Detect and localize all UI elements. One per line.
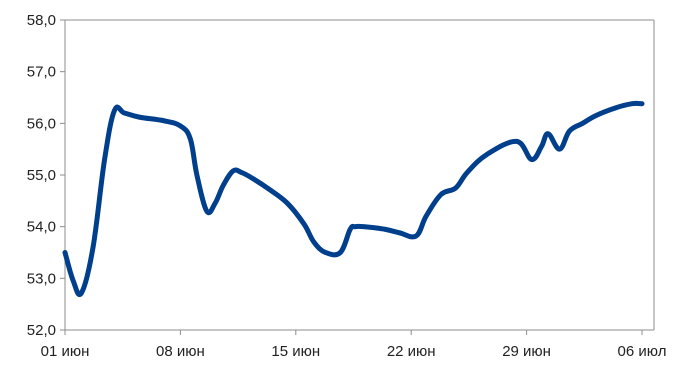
chart-axes [60, 19, 655, 335]
x-tick-label: 08 июн [156, 343, 205, 360]
x-tick-label: 01 июн [41, 343, 90, 360]
y-tick-label: 55,0 [27, 167, 56, 184]
y-tick-label: 58,0 [27, 12, 56, 29]
y-tick-label: 52,0 [27, 322, 56, 339]
x-axis-labels: 01 июн 08 июн 15 июн 22 июн 29 июн 06 июл [41, 343, 667, 360]
series-line-0 [62, 100, 645, 298]
x-tick-label: 22 июн [387, 343, 436, 360]
x-tick-label: 06 июл [618, 343, 667, 360]
y-axis-labels: 52,0 53,0 54,0 55,0 56,0 57,0 58,0 [27, 12, 56, 339]
y-tick-label: 56,0 [27, 115, 56, 132]
y-tick-label: 53,0 [27, 270, 56, 287]
y-tick-label: 57,0 [27, 64, 56, 81]
y-tick-label: 54,0 [27, 219, 56, 236]
x-tick-label: 15 июн [271, 343, 320, 360]
series-group [62, 100, 645, 298]
x-tick-label: 29 июн [502, 343, 551, 360]
